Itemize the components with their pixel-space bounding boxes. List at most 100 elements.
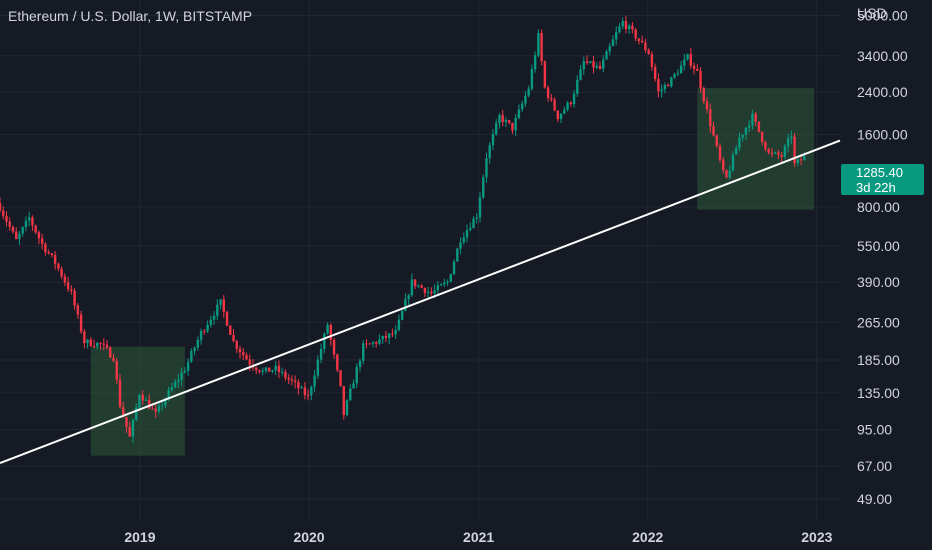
candle-body [718,145,722,160]
candle-body [618,26,621,33]
candle-body [345,400,349,416]
candle-body [666,84,670,87]
candle-body [329,324,333,340]
candle-body [37,232,41,239]
candle-body [258,370,261,373]
candle-body [8,221,11,227]
candle-body [537,33,540,56]
candle-body [66,282,70,290]
candle-body [362,343,365,361]
candle-body [631,25,634,30]
candle-body [767,149,770,153]
candle-body [410,279,414,296]
candle-body [660,89,663,92]
candle-body [650,54,654,67]
candle-body [303,387,307,396]
candle-body [475,217,478,219]
candle-body [585,61,589,63]
candle-body [546,87,550,98]
candle-body [157,405,161,412]
candle-body [313,375,316,387]
candle-body [472,218,475,229]
candle-body [602,59,605,69]
candle-body [404,299,407,311]
x-tick-label: 2021 [463,529,494,545]
candle-body [705,101,709,110]
candle-body [271,370,274,372]
candle-body [530,69,534,89]
candle-body [533,55,537,70]
candle-body [0,202,2,211]
candle-body [183,371,187,373]
candle-body [527,88,530,96]
candle-body [24,220,28,228]
candle-body [118,379,122,408]
candle-body [47,252,50,254]
candle-body [786,138,790,147]
candle-body [764,141,767,150]
candle-body [18,233,21,240]
candle-body [352,383,355,389]
currency-label: USD [857,5,887,21]
candle-body [365,343,368,345]
y-tick-label: 95.00 [857,422,892,438]
candle-body [595,65,598,68]
candle-body [326,324,329,334]
candle-body [572,93,576,105]
candle-body [96,342,99,347]
candle-body [715,135,718,146]
candle-body [11,226,15,232]
candle-body [196,339,200,348]
candle-body [686,54,689,60]
candle-body [31,217,34,226]
candle-body [699,70,702,89]
candle-body [443,282,446,285]
candle-body [579,69,582,80]
candle-body [115,360,118,380]
candle-body [261,370,264,373]
candle-body [105,344,109,348]
candle-body [378,339,381,344]
highlight-box [697,87,815,210]
candle-body [225,311,229,326]
candle-body [731,154,735,171]
candle-body [796,159,800,164]
candle-body [615,32,618,40]
last-price-badge: 1285.40 3d 22h [841,164,924,195]
candle-body [199,330,203,340]
candle-body [644,42,647,51]
candle-body [692,65,696,70]
candle-body [384,335,388,339]
candle-body [323,333,326,349]
candle-body [426,291,430,293]
candle-body [203,330,206,332]
candle-body [485,158,488,178]
candle-body [524,95,527,104]
candle-body [640,40,644,43]
candle-body [138,394,141,408]
candle-body [540,33,543,62]
candle-body [397,319,401,331]
x-tick-label: 2022 [632,529,663,545]
candle-body [420,285,423,288]
candle-body [2,210,5,216]
candle-body [504,120,508,122]
candle-body [446,281,449,283]
candle-body [799,159,803,161]
candle-body [449,274,453,282]
candle-body [212,315,216,320]
candle-body [76,305,80,315]
candle-body [657,79,660,92]
y-tick-label: 185.00 [857,352,900,368]
y-tick-label: 67.00 [857,458,892,474]
candle-body [712,126,715,136]
candle-body [310,386,313,396]
candle-body [339,370,342,387]
candle-body [725,170,728,178]
candle-body [89,339,93,346]
candle-body [689,54,693,66]
support-trendline[interactable] [0,139,841,464]
candle-body [670,77,673,87]
candle-body [371,342,375,344]
